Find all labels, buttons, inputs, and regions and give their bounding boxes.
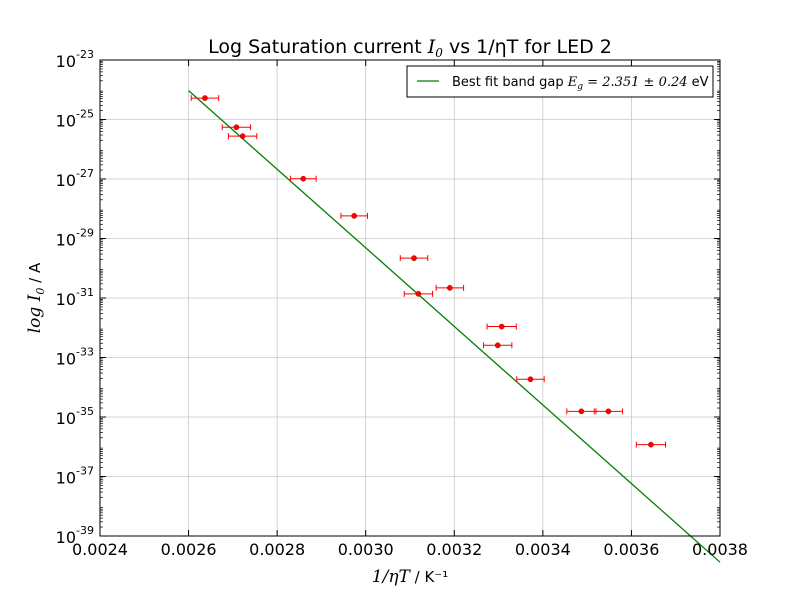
- data-point: [486, 323, 517, 330]
- point-marker: [527, 376, 534, 383]
- legend-box: [406, 65, 714, 98]
- data-point: [593, 408, 624, 415]
- data-point: [190, 95, 220, 102]
- legend-label-value: = 2.351 ± 0.24: [583, 75, 687, 90]
- y-tick-label: 10-33: [56, 346, 94, 369]
- legend-label-subscript: g: [577, 82, 583, 92]
- title-subscript: 0: [435, 46, 443, 60]
- x-tick-label: 0.0034: [515, 540, 571, 559]
- data-points-layer: [190, 95, 667, 448]
- point-marker: [415, 290, 422, 297]
- x-tick-label: 0.0032: [426, 540, 482, 559]
- legend-label-units: eV: [688, 75, 709, 90]
- fit-line-layer: [188, 90, 721, 563]
- x-tick-label: 0.0024: [72, 540, 128, 559]
- x-tick-label: 0.0030: [338, 540, 394, 559]
- y-tick-label: 10-39: [56, 524, 94, 547]
- data-point: [399, 255, 429, 262]
- y-tick-label: 10-27: [56, 167, 94, 190]
- data-point: [221, 124, 252, 131]
- y-tick-label: 10-35: [56, 405, 94, 428]
- data-point: [635, 441, 667, 448]
- title-symbol: I: [427, 36, 436, 58]
- x-tick-label: 0.0038: [692, 540, 748, 559]
- x-tick-label: 0.0026: [161, 540, 217, 559]
- point-marker: [498, 323, 505, 330]
- point-marker: [578, 408, 585, 415]
- point-marker: [233, 124, 240, 131]
- y-tick-label: 10-25: [56, 108, 94, 131]
- data-point: [227, 133, 258, 140]
- point-marker: [239, 133, 246, 140]
- data-point: [516, 376, 545, 383]
- y-tick-label: 10-31: [56, 286, 94, 309]
- y-tick-label: 10-23: [56, 48, 94, 71]
- legend-label: Best fit band gap Eg = 2.351 ± 0.24 eV: [452, 75, 709, 92]
- y-axis-label-subscript: 0: [34, 288, 47, 295]
- data-point: [435, 284, 465, 291]
- x-axis-label-math: 1/ηT: [372, 567, 412, 587]
- point-marker: [411, 255, 417, 261]
- data-point: [289, 175, 317, 182]
- data-point: [483, 342, 513, 349]
- point-marker: [447, 285, 453, 291]
- chart-title: Log Saturation current I0 vs 1/ηT for LE…: [208, 36, 612, 60]
- point-marker: [300, 175, 307, 182]
- data-point: [340, 212, 368, 219]
- legend-label-prefix: Best fit band gap: [452, 75, 568, 90]
- x-axis-label-units: / K⁻¹: [410, 568, 448, 586]
- point-marker: [605, 408, 612, 415]
- legend: Best fit band gap Eg = 2.351 ± 0.24 eV: [406, 65, 714, 98]
- point-marker: [351, 213, 358, 219]
- x-tick-label: 0.0036: [603, 540, 659, 559]
- y-axis-label-math: log I: [25, 294, 45, 333]
- best-fit-line: [188, 90, 721, 563]
- y-axis-ticks: 10-23 10-25 10-27 10-29 10-31 10-33 10-35 10-37…: [56, 48, 720, 547]
- legend-label-symbol: E: [567, 75, 578, 90]
- y-tick-label: 10-29: [56, 227, 94, 250]
- title-prefix: Log Saturation current: [208, 36, 428, 58]
- y-tick-label: 10-37: [56, 465, 94, 488]
- point-marker: [648, 441, 654, 448]
- x-axis-ticks: 0.0024 0.0026 0.0028 0.0030 0.0032 0.0034 0.00…: [72, 60, 748, 559]
- y-axis-label-units: / A: [26, 262, 44, 288]
- x-axis-label: 1/ηT / K⁻¹: [372, 567, 448, 587]
- point-marker: [202, 95, 208, 101]
- title-suffix: vs 1/ηT for LED 2: [443, 36, 612, 58]
- data-point: [403, 290, 434, 297]
- point-marker: [494, 342, 501, 349]
- data-point: [566, 408, 597, 415]
- x-tick-label: 0.0028: [249, 540, 305, 559]
- y-axis-label: log I0 / A: [25, 262, 47, 333]
